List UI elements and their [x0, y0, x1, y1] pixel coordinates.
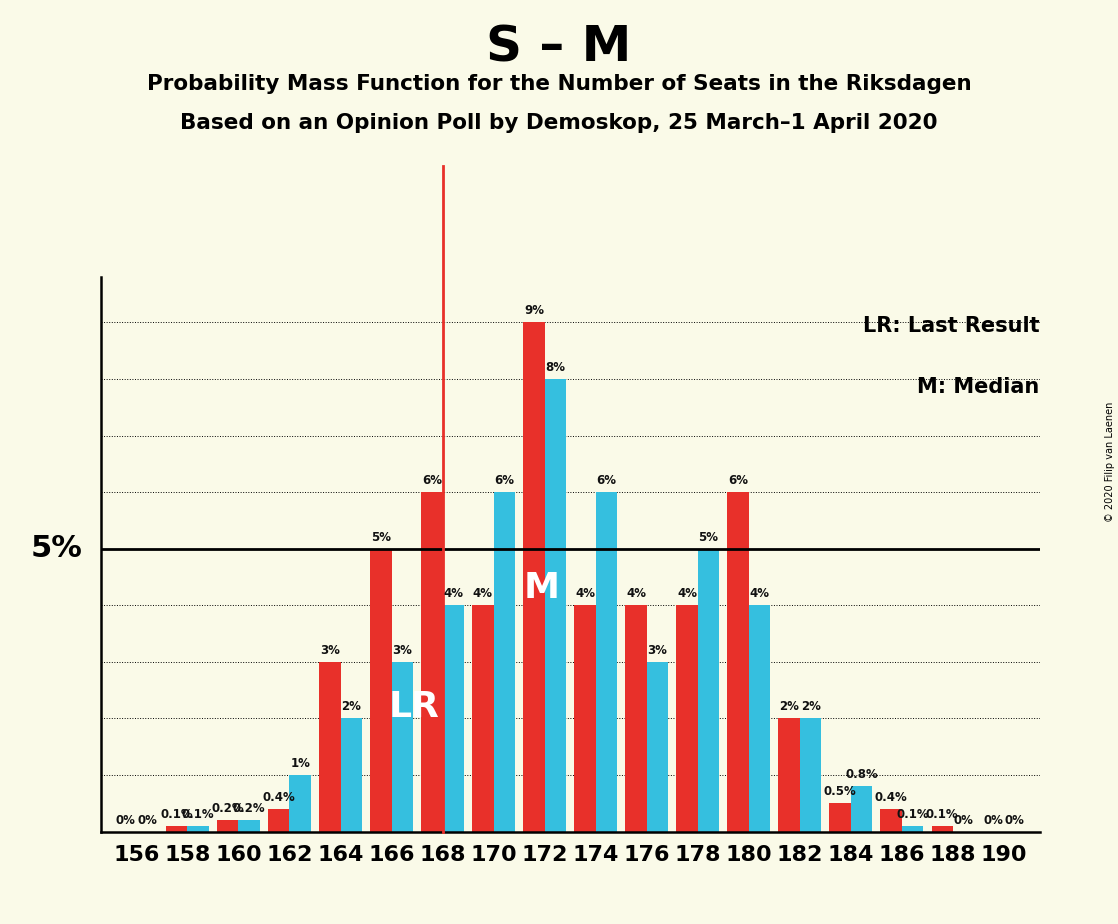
Text: LR: LR	[389, 690, 440, 724]
Text: 5%: 5%	[699, 530, 719, 543]
Text: © 2020 Filip van Laenen: © 2020 Filip van Laenen	[1105, 402, 1115, 522]
Text: 2%: 2%	[341, 700, 361, 713]
Text: 0%: 0%	[954, 813, 974, 826]
Text: 2%: 2%	[800, 700, 821, 713]
Bar	[165, 826, 188, 832]
Text: 0.4%: 0.4%	[875, 791, 908, 804]
Bar	[902, 826, 923, 832]
Text: 0.2%: 0.2%	[211, 802, 244, 815]
Bar	[290, 775, 311, 832]
Text: 4%: 4%	[575, 588, 595, 601]
Text: 3%: 3%	[320, 644, 340, 657]
Text: 6%: 6%	[728, 474, 748, 487]
Text: 0.4%: 0.4%	[263, 791, 295, 804]
Text: 3%: 3%	[392, 644, 413, 657]
Text: 3%: 3%	[647, 644, 667, 657]
Text: 4%: 4%	[473, 588, 493, 601]
Text: 4%: 4%	[678, 588, 697, 601]
Text: 0%: 0%	[984, 813, 1003, 826]
Text: Based on an Opinion Poll by Demoskop, 25 March–1 April 2020: Based on an Opinion Poll by Demoskop, 25…	[180, 113, 938, 133]
Text: M: Median: M: Median	[918, 377, 1040, 397]
Text: 2%: 2%	[779, 700, 799, 713]
Bar	[931, 826, 953, 832]
Bar	[472, 605, 494, 832]
Bar	[268, 809, 290, 832]
Bar	[596, 492, 617, 832]
Text: M: M	[524, 571, 560, 605]
Text: 5%: 5%	[31, 534, 83, 564]
Bar	[698, 549, 719, 832]
Bar	[188, 826, 209, 832]
Text: 0.2%: 0.2%	[233, 802, 265, 815]
Bar	[391, 662, 413, 832]
Bar	[319, 662, 341, 832]
Text: 0.1%: 0.1%	[926, 808, 958, 821]
Bar	[830, 803, 851, 832]
Text: 6%: 6%	[421, 474, 442, 487]
Text: 0.5%: 0.5%	[824, 785, 856, 798]
Bar	[494, 492, 515, 832]
Bar	[851, 786, 872, 832]
Bar	[881, 809, 902, 832]
Bar	[749, 605, 770, 832]
Bar	[238, 821, 259, 832]
Text: 4%: 4%	[626, 588, 646, 601]
Text: LR: Last Result: LR: Last Result	[863, 316, 1040, 336]
Bar	[728, 492, 749, 832]
Bar	[778, 719, 799, 832]
Text: 0%: 0%	[115, 813, 135, 826]
Text: 5%: 5%	[371, 530, 391, 543]
Bar	[421, 492, 443, 832]
Text: 9%: 9%	[524, 304, 544, 317]
Bar	[443, 605, 464, 832]
Bar	[676, 605, 698, 832]
Bar	[523, 322, 544, 832]
Bar	[341, 719, 362, 832]
Text: 0%: 0%	[138, 813, 157, 826]
Bar	[575, 605, 596, 832]
Text: Probability Mass Function for the Number of Seats in the Riksdagen: Probability Mass Function for the Number…	[146, 74, 972, 94]
Text: 4%: 4%	[444, 588, 463, 601]
Bar	[646, 662, 669, 832]
Text: 0%: 0%	[1005, 813, 1025, 826]
Bar	[625, 605, 646, 832]
Text: 0.1%: 0.1%	[182, 808, 215, 821]
Text: 4%: 4%	[749, 588, 769, 601]
Text: 0.1%: 0.1%	[897, 808, 929, 821]
Text: 6%: 6%	[596, 474, 616, 487]
Bar	[544, 379, 566, 832]
Text: S – M: S – M	[486, 23, 632, 71]
Text: 0.8%: 0.8%	[845, 768, 878, 782]
Text: 6%: 6%	[494, 474, 514, 487]
Text: 8%: 8%	[546, 361, 566, 374]
Bar	[370, 549, 391, 832]
Bar	[799, 719, 822, 832]
Text: 1%: 1%	[291, 757, 310, 770]
Bar	[217, 821, 238, 832]
Text: 0.1%: 0.1%	[160, 808, 193, 821]
